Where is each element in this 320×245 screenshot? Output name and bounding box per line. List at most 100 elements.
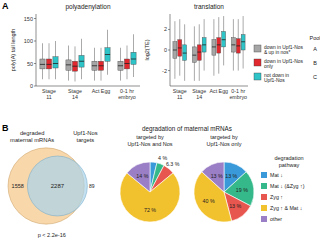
legend-title: degradationpathway	[274, 155, 303, 168]
venn-set-label-line: Upf1-Nos	[73, 130, 98, 136]
median	[40, 64, 45, 65]
legend-label: Zyg ↑ & Mat ↓	[270, 205, 302, 211]
x-tick-label-line: embryo	[118, 94, 136, 100]
plot-area	[40, 30, 136, 82]
y-tick	[34, 63, 36, 64]
box	[241, 35, 245, 50]
x-tick-label: Stage14	[192, 88, 206, 100]
legend-label: Zyg ↑	[270, 194, 283, 200]
y-tick-label: -2	[162, 68, 167, 74]
y-tick	[168, 70, 170, 71]
legend-label: down in Upf1-Nosonly	[264, 59, 303, 70]
y-tick	[168, 29, 170, 30]
box	[53, 57, 58, 68]
legend-label-line: down in Upf1-Nos	[264, 59, 303, 64]
box	[236, 39, 240, 53]
box	[118, 61, 123, 70]
legend-label: Mat ↓	[270, 172, 283, 178]
legend: degradationpathway Mat ↓ Mat ↓ (&Zyg ↑) Zyg…	[261, 155, 305, 222]
box	[66, 60, 71, 70]
figure: A Bpolyadenylationpoly(A) tail length0501…	[0, 0, 320, 245]
data-label: 14 %	[136, 173, 148, 179]
box	[178, 40, 182, 56]
y-axis-line	[36, 14, 37, 86]
pie-title-line: Upf1-Nos only	[207, 141, 242, 147]
venn: degradedmaternal mRNAs Upf1-Nostargets 155…	[8, 130, 98, 238]
median	[53, 63, 58, 64]
legend-pool: A	[313, 46, 317, 52]
pie-slice	[127, 162, 150, 192]
y-tick	[34, 18, 36, 19]
legend-title-line: pathway	[279, 162, 300, 168]
box	[124, 59, 129, 69]
y-tick-label: 100	[24, 38, 33, 44]
pie-title-line: targeted by	[210, 134, 238, 140]
median	[46, 64, 51, 65]
y-tick-label: 2	[164, 26, 167, 32]
box	[105, 48, 110, 62]
median	[92, 65, 97, 66]
box	[222, 31, 226, 46]
legend-swatch	[261, 172, 267, 178]
venn-set-label: degradedmaternal mRNAs	[10, 130, 54, 143]
median	[72, 66, 77, 67]
x-tick-label: Stage11	[42, 88, 56, 100]
annotation: p < 2.2e-16	[38, 232, 66, 238]
pie-title-line: Upf1-Nos and Nos	[127, 141, 172, 147]
legend-swatch	[261, 205, 267, 211]
x-tick-label-line: 11	[177, 94, 183, 100]
venn-set-label-line: targets	[77, 137, 95, 143]
legend-pool: C	[313, 74, 317, 80]
legend-swatch	[254, 73, 261, 80]
legend-label-line: & up in nos*	[264, 50, 290, 55]
venn-set-label-line: maternal mRNAs	[10, 137, 54, 143]
median	[178, 47, 182, 48]
y-tick-label: 0	[164, 47, 167, 53]
box	[192, 47, 196, 62]
pie-title-line: targeted by	[136, 134, 164, 140]
median	[66, 64, 71, 65]
data-label: 13 %	[225, 173, 237, 179]
box-chart: translationlog2(TE)-202Stage11Stage14Act…	[144, 3, 248, 100]
x-tick-label: Act Egg	[92, 88, 111, 94]
median	[222, 39, 226, 40]
x-tick-label-line: Act Egg	[209, 88, 228, 94]
panel-label: A	[2, 1, 9, 11]
box	[131, 52, 136, 64]
box	[79, 55, 84, 67]
x-tick-label: Stage11	[173, 88, 187, 100]
box	[231, 38, 235, 52]
panel-label: B	[2, 123, 9, 133]
legend-label: other	[270, 216, 282, 222]
legend-swatch	[261, 216, 267, 222]
box	[202, 38, 206, 52]
venn-count: 1558	[12, 183, 24, 189]
median	[212, 46, 216, 47]
box	[46, 59, 51, 69]
chart-title: polyadenylation	[65, 3, 111, 11]
box	[212, 40, 216, 55]
legend-title: Pool	[309, 35, 320, 41]
legend: Pooldown in Upf1-Nos& up in nos*Adown in…	[254, 35, 320, 83]
pie-title: targeted byUpf1-Nos only	[207, 134, 242, 147]
x-axis-line	[36, 86, 140, 87]
box	[217, 38, 221, 53]
venn-count: 2287	[51, 183, 65, 189]
y-tick	[168, 50, 170, 51]
venn-count: 89	[89, 183, 95, 189]
x-tick-label-line: 11	[46, 94, 52, 100]
y-tick	[34, 41, 36, 42]
legend-label: Mat ↓ (&Zyg ↑)	[270, 183, 305, 189]
box	[197, 45, 201, 60]
box-chart: polyadenylationpoly(A) tail length050100…	[10, 3, 140, 100]
x-tick-label: 0-1 hrembryo	[229, 88, 247, 100]
legend-pool: B	[313, 60, 317, 66]
median	[231, 44, 235, 45]
x-tick-label-line: embryo	[229, 94, 247, 100]
median	[79, 61, 84, 62]
x-tick-label: Stage14	[68, 88, 82, 100]
legend-label: down in Upf1-Nos& up in nos*	[264, 45, 303, 56]
box	[92, 61, 97, 70]
median	[105, 54, 110, 55]
median	[202, 44, 206, 45]
